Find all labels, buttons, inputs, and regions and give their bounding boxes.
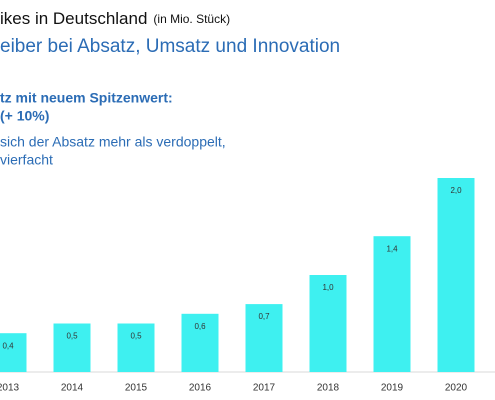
x-tick-label: 2018	[317, 383, 340, 394]
x-tick-label: 2019	[381, 383, 404, 394]
value-label: 0,4	[2, 341, 14, 350]
bar	[53, 323, 91, 372]
value-label: 2,0	[450, 186, 462, 195]
x-tick-label: 2015	[125, 383, 148, 394]
value-label: 0,7	[258, 312, 270, 321]
bar	[373, 236, 411, 372]
x-tick-label: 2014	[61, 383, 84, 394]
x-tick-label: 2016	[189, 383, 212, 394]
bar	[117, 323, 155, 372]
bar	[309, 275, 347, 372]
x-tick-label: 2013	[0, 383, 20, 394]
value-label: 0,6	[194, 322, 206, 331]
value-label: 0,5	[66, 332, 78, 341]
title: ikes in Deutschland (in Mio. Stück)	[0, 9, 230, 28]
note-line: vierfacht	[0, 152, 53, 168]
bar	[437, 178, 475, 372]
bar	[0, 333, 27, 372]
bar	[181, 313, 219, 372]
title-note: (in Mio. Stück)	[153, 12, 230, 26]
x-tick-label: 2017	[253, 383, 276, 394]
title-text: ikes in Deutschland	[0, 9, 147, 28]
value-label: 1,0	[322, 283, 334, 292]
subtitle: eiber bei Absatz, Umsatz und Innovation	[0, 36, 340, 57]
value-label: 0,5	[130, 332, 142, 341]
note-line: sich der Absatz mehr als verdoppelt,	[0, 134, 226, 150]
x-tick-label: 2020	[445, 383, 468, 394]
value-label: 1,4	[386, 244, 398, 253]
highlight-line: (+ 10%)	[0, 108, 49, 124]
highlight-line: tz mit neuem Spitzenwert:	[0, 90, 173, 106]
bar	[245, 304, 283, 372]
